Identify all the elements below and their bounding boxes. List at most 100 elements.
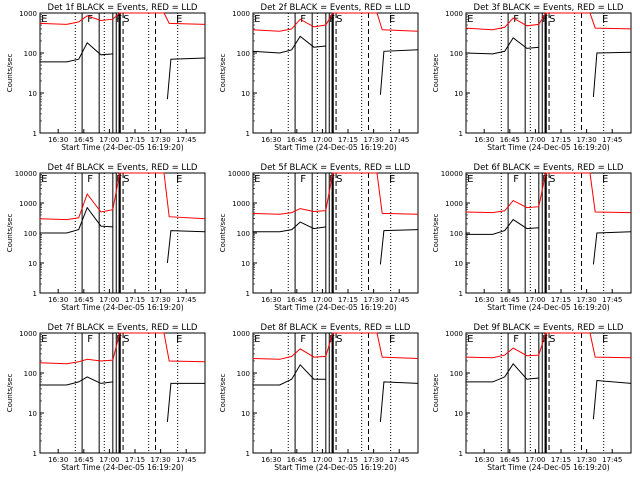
y-axis-label: Counts/sec — [219, 54, 227, 93]
x-tick-label: 17:45 — [176, 136, 196, 144]
region-label: S — [336, 14, 342, 25]
series-line-events — [252, 221, 419, 265]
region-label: F — [542, 14, 548, 25]
x-tick-label: 16:30 — [48, 456, 68, 464]
x-axis-label: Start Time (24-Dec-05 16:19:20) — [487, 303, 609, 312]
x-tick-label: 17:30 — [151, 296, 171, 304]
detector-panel-2: Det 2f BLACK = Events, RED = LLD 1 10 100 10… — [219, 3, 419, 152]
region-label: E — [389, 14, 395, 25]
y-tick-label: 10 — [28, 410, 37, 418]
panel-title: Det 1f BLACK = Events, RED = LLD — [48, 3, 198, 13]
region-label: F — [329, 334, 335, 345]
series-line-events — [39, 206, 206, 264]
y-tick-label: 1000 — [445, 330, 463, 338]
region-label: F — [329, 174, 335, 185]
region-label: E — [389, 334, 395, 345]
y-tick-label: 10 — [241, 90, 250, 98]
x-tick-label: 16:45 — [500, 456, 520, 464]
y-axis-label: Counts/sec — [6, 214, 14, 253]
y-axis-label: Counts/sec — [432, 374, 440, 413]
x-tick-label: 17:00 — [99, 456, 119, 464]
region-label: S — [549, 334, 555, 345]
region-label: F — [513, 174, 519, 185]
x-tick-label: 17:00 — [525, 296, 545, 304]
y-tick-label: 1000 — [445, 200, 463, 208]
region-label: E — [389, 174, 395, 185]
detector-panel-3: Det 3f BLACK = Events, RED = LLD 1 10 100 10… — [432, 3, 632, 152]
x-tick-label: 16:45 — [500, 296, 520, 304]
y-axis-label: Counts/sec — [219, 374, 227, 413]
plot-frame — [39, 332, 206, 454]
plot-frame — [252, 332, 419, 454]
x-axis-label: Start Time (24-Dec-05 16:19:20) — [61, 463, 183, 472]
x-tick-label: 17:30 — [364, 456, 384, 464]
series-line-lld — [39, 12, 206, 25]
region-label: E — [41, 174, 47, 185]
x-tick-label: 16:45 — [287, 296, 307, 304]
region-label: S — [123, 174, 129, 185]
y-tick-label: 1 — [459, 130, 463, 138]
series-line-events — [465, 37, 632, 97]
y-tick-label: 10 — [454, 410, 463, 418]
plot-frame — [465, 332, 632, 454]
x-tick-label: 16:45 — [287, 456, 307, 464]
region-label: F — [87, 174, 93, 185]
region-label: F — [116, 14, 122, 25]
y-tick-label: 1 — [459, 450, 463, 458]
x-tick-label: 17:30 — [577, 456, 597, 464]
series-line-lld — [465, 332, 632, 359]
x-axis-label: Start Time (24-Dec-05 16:19:20) — [61, 303, 183, 312]
x-tick-label: 17:45 — [176, 296, 196, 304]
region-label: E — [41, 14, 47, 25]
series-line-lld — [252, 332, 419, 360]
x-tick-label: 17:45 — [389, 296, 409, 304]
region-label: F — [542, 334, 548, 345]
region-label: F — [116, 174, 122, 185]
y-tick-label: 100 — [24, 230, 37, 238]
y-tick-label: 100 — [237, 50, 250, 58]
region-label: E — [176, 174, 182, 185]
detector-panel-9: Det 9f BLACK = Events, RED = LLD 1 10 100 10… — [432, 323, 632, 472]
x-tick-label: 16:45 — [500, 136, 520, 144]
x-tick-label: 17:15 — [125, 456, 145, 464]
x-tick-label: 17:30 — [577, 296, 597, 304]
y-tick-label: 10 — [28, 90, 37, 98]
x-tick-label: 17:45 — [602, 456, 622, 464]
x-tick-label: 17:45 — [602, 296, 622, 304]
detector-panel-6: Det 6f BLACK = Events, RED = LLD 1 10 100 10… — [432, 163, 632, 312]
y-tick-label: 1 — [246, 130, 250, 138]
x-tick-label: 16:30 — [48, 136, 68, 144]
x-tick-label: 17:45 — [389, 136, 409, 144]
x-tick-label: 17:30 — [151, 136, 171, 144]
region-label: F — [329, 14, 335, 25]
region-label: S — [123, 334, 129, 345]
detector-panel-1: Det 1f BLACK = Events, RED = LLD 1 10 100 10… — [6, 3, 206, 152]
detector-panel-5: Det 5f BLACK = Events, RED = LLD 1 10 100 10… — [219, 163, 419, 312]
x-tick-label: 16:45 — [287, 136, 307, 144]
y-tick-label: 1 — [33, 290, 37, 298]
y-tick-label: 1 — [246, 290, 250, 298]
y-tick-label: 10000 — [441, 170, 463, 178]
region-label: F — [300, 334, 306, 345]
y-tick-label: 100 — [237, 230, 250, 238]
y-tick-label: 1 — [33, 130, 37, 138]
x-tick-label: 17:00 — [525, 136, 545, 144]
region-label: S — [123, 14, 129, 25]
y-tick-label: 100 — [24, 370, 37, 378]
panel-title: Det 2f BLACK = Events, RED = LLD — [261, 3, 411, 13]
panel-title: Det 9f BLACK = Events, RED = LLD — [474, 323, 624, 333]
region-label: E — [176, 14, 182, 25]
x-tick-label: 17:15 — [125, 296, 145, 304]
detector-panel-7: Det 7f BLACK = Events, RED = LLD 1 10 100 10… — [6, 323, 206, 472]
region-label: F — [87, 334, 93, 345]
series-line-events — [39, 376, 205, 422]
panel-title: Det 3f BLACK = Events, RED = LLD — [474, 3, 624, 13]
y-tick-label: 10000 — [228, 170, 250, 178]
region-label: E — [467, 174, 473, 185]
y-tick-label: 1000 — [19, 330, 37, 338]
y-tick-label: 10 — [454, 260, 463, 268]
series-line-lld — [252, 172, 419, 215]
x-tick-label: 17:15 — [551, 456, 571, 464]
x-axis-label: Start Time (24-Dec-05 16:19:20) — [274, 143, 396, 152]
x-tick-label: 16:30 — [474, 136, 494, 144]
